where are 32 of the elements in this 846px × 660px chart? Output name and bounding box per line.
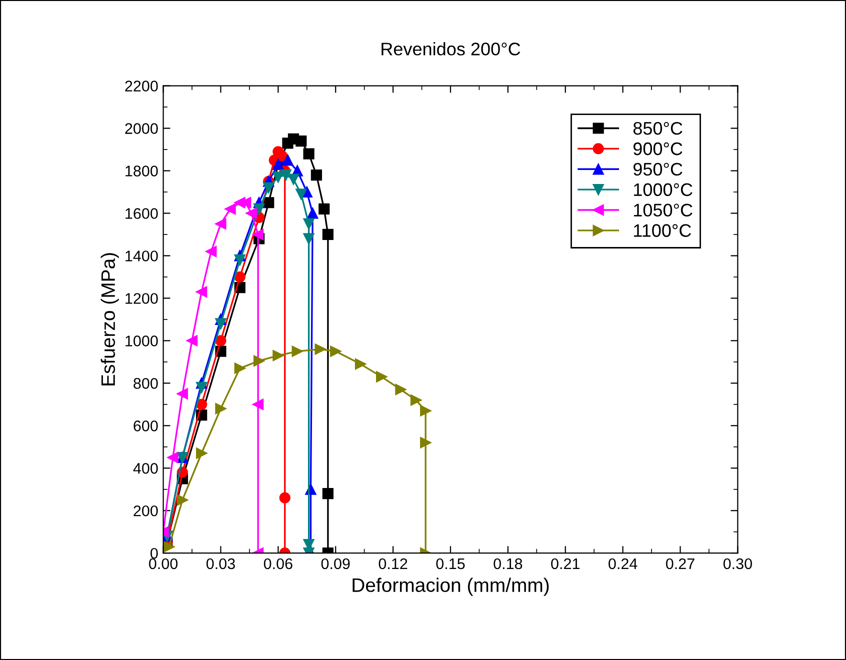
y-tick-label: 2200 (125, 80, 158, 92)
y-tick-label: 2000 (125, 123, 158, 134)
legend-label: 1100°C (634, 224, 692, 237)
y-tick-label: 600 (134, 420, 158, 432)
x-tick-label: 0.24 (608, 558, 638, 570)
x-tick-label: 0.09 (321, 558, 350, 570)
legend-label: 1000°C (634, 183, 692, 196)
x-tick-label: 0.30 (723, 558, 752, 570)
y-tick-label: 200 (134, 505, 158, 516)
x-tick-label: 0.18 (494, 558, 522, 570)
y-tick-label: 1600 (126, 208, 158, 219)
y-tick-label: 1800 (126, 166, 158, 176)
x-tick-label: 0.00 (149, 558, 178, 570)
x-tick-label: 0.03 (206, 558, 235, 570)
x-tick-label: 0.06 (264, 558, 292, 570)
y-tick-label: 1200 (126, 293, 158, 304)
chart-title: Revenidos 200°C (382, 42, 520, 56)
y-tick-label: 0 (150, 548, 158, 559)
x-tick-label: 0.27 (666, 558, 694, 570)
y-tick-label: 800 (134, 378, 158, 389)
y-tick-label: 400 (133, 462, 158, 474)
legend-label: 1050°C (634, 204, 692, 217)
y-axis-title: Esfuerzo (MPa) (100, 253, 119, 386)
legend-label: 900°C (633, 142, 682, 156)
legend-label: 950°C (633, 162, 682, 176)
y-tick-label: 1000 (126, 336, 158, 346)
legend-label: 850°C (633, 122, 682, 135)
x-axis-title: Deformacion (mm/mm) (352, 578, 549, 596)
x-tick-label: 0.12 (378, 558, 408, 570)
x-tick-label: 0.15 (436, 558, 465, 570)
x-tick-label: 0.21 (551, 558, 580, 570)
y-tick-label: 1400 (126, 250, 158, 262)
